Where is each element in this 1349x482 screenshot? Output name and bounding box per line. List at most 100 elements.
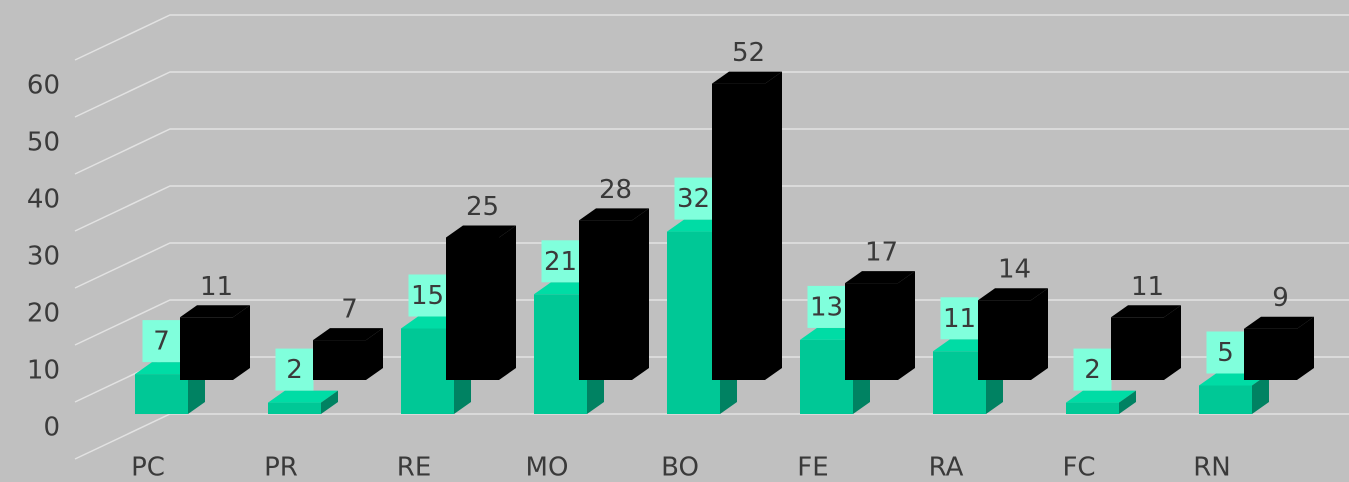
data-label-box [1073,348,1112,391]
y-tick-label: 20 [27,299,60,329]
bar-side [321,390,338,414]
y-tick-label: 30 [27,242,60,272]
bar-top [978,288,1048,301]
bar-top [1066,390,1136,403]
data-label: 9 [1272,283,1289,313]
data-label: 11 [1131,272,1164,302]
bar-top [446,225,516,238]
data-label-box [1206,331,1245,374]
x-tick-label: BO [661,453,699,482]
data-label: 15 [411,281,444,311]
bar [978,288,1048,380]
bar-side [765,71,782,380]
bar-side [1164,305,1181,380]
data-label: 5 [1217,338,1234,368]
data-label-box [541,240,580,283]
y-tick-label: 0 [43,413,60,443]
data-label-box [807,285,846,328]
grid-line [74,14,1349,61]
data-label-box [408,274,447,317]
bar-front [978,300,1031,380]
x-tick-label: PC [131,453,165,482]
bar-front [534,294,587,414]
bar-side [1119,390,1136,414]
bar-side [499,225,516,380]
data-label: 28 [599,175,632,205]
data-label-box [940,297,979,340]
bar [313,328,383,380]
x-tick-label: FE [797,453,828,482]
bar-front [1111,317,1164,380]
bar-front [712,83,765,380]
data-label: 21 [544,247,577,277]
grid-line [74,71,1349,118]
data-label: 14 [998,255,1031,285]
bar-front [401,328,454,414]
data-label: 7 [153,327,170,357]
bar [1244,316,1314,380]
data-label: 2 [1084,355,1101,385]
bar-side [233,305,250,380]
bar-side [1031,288,1048,380]
grid-line [74,185,1349,232]
bar-side [366,328,383,380]
data-label: 11 [943,304,976,334]
bar-front [933,351,986,414]
data-label: 52 [732,38,765,68]
bar-top [579,208,649,221]
bar-front [579,220,632,380]
x-tick-label: RE [397,453,432,482]
bar-front [1244,328,1297,380]
bar-top [180,305,250,318]
x-tick-label: FC [1062,453,1095,482]
data-label: 13 [810,292,843,322]
bar-top [845,271,915,284]
bar-top [313,328,383,341]
bar-side [1252,373,1269,414]
bar [579,208,649,380]
data-label-box [275,348,314,391]
bar-side [898,271,915,380]
bar-top [1111,305,1181,318]
bar [268,390,338,414]
data-label-box [142,320,181,363]
bar [1066,390,1136,414]
bar-front [667,231,720,414]
y-tick-label: 60 [27,71,60,101]
bar [180,305,250,380]
bar-front [1066,402,1119,414]
data-label: 7 [341,295,358,325]
data-label: 25 [466,192,499,222]
bar-top [1244,316,1314,329]
grid-line [74,242,1349,289]
bar-side [632,208,649,380]
x-tick-label: RA [929,453,964,482]
y-tick-label: 10 [27,356,60,386]
bar-side [1297,316,1314,380]
bar-front [268,402,321,414]
bar [712,71,782,380]
data-label: 17 [865,238,898,268]
bar-front [313,340,366,380]
bar-front [800,339,853,414]
grid-line [74,128,1349,175]
x-tick-label: PR [264,453,298,482]
x-tick-label: RN [1193,453,1231,482]
bar-front [180,317,233,380]
y-tick-label: 40 [27,185,60,215]
bar-top [712,71,782,84]
data-label: 2 [286,355,303,385]
bar-front [135,374,188,414]
data-label: 32 [677,184,710,214]
data-label: 11 [200,272,233,302]
bar-front [845,283,898,380]
data-label-box [674,177,713,220]
bar-top [268,390,338,403]
bar [446,225,516,380]
bar-front [446,237,499,380]
bar [1111,305,1181,380]
y-tick-label: 50 [27,128,60,158]
bar-front [1199,385,1252,414]
bar [845,271,915,380]
